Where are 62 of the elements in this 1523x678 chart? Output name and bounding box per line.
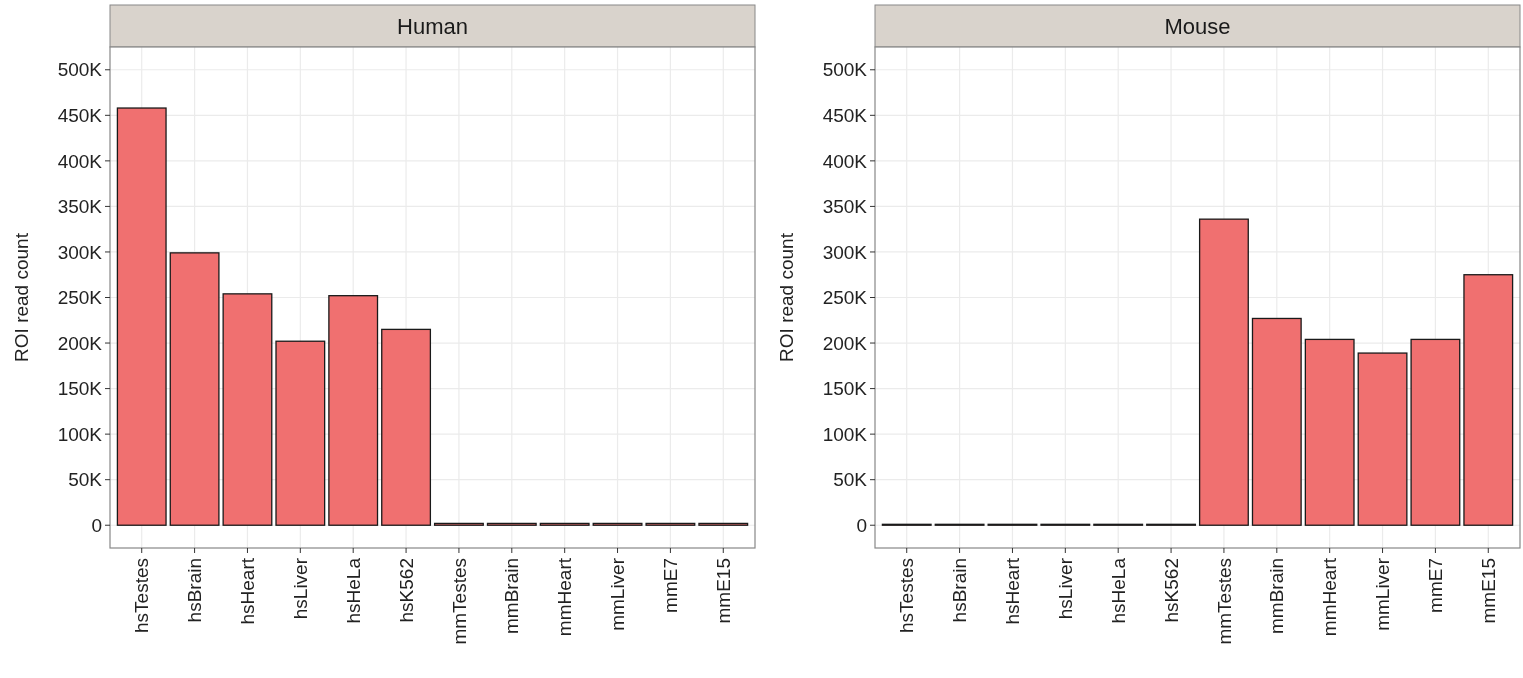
chart-title: Mouse [1164, 14, 1231, 39]
y-tick-label: 500K [57, 59, 103, 81]
y-tick-label: 0 [856, 514, 867, 536]
x-tick-label: mmHeart [554, 557, 576, 637]
y-tick-label: 300K [822, 241, 868, 263]
chart-title: Human [397, 14, 468, 39]
x-tick-label: mmTestes [1213, 558, 1235, 645]
x-tick-label: mmBrain [501, 558, 523, 635]
x-tick-label: mmBrain [1266, 558, 1288, 635]
x-tick-label: hsTestes [896, 558, 918, 633]
y-tick-label: 100K [57, 423, 103, 445]
bar [1410, 338, 1461, 526]
x-tick-label: mmE7 [1425, 558, 1447, 613]
x-tick-label: hsBrain [949, 558, 971, 623]
x-tick-label: hsHeart [1002, 557, 1024, 625]
x-tick-label: hsTestes [131, 558, 153, 633]
x-tick-label: hsHeart [237, 557, 259, 625]
y-tick-label: 150K [822, 378, 868, 400]
y-tick-label: 500K [822, 59, 868, 81]
bar [1198, 218, 1249, 526]
y-tick-label: 50K [833, 469, 868, 491]
y-tick-label: 0 [91, 514, 102, 536]
y-tick-label: 200K [57, 332, 103, 354]
x-tick-label: hsK562 [1160, 558, 1182, 623]
x-tick-label: mmHeart [1319, 557, 1341, 637]
bar [222, 293, 273, 526]
x-tick-label: hsLiver [1054, 557, 1076, 620]
y-tick-label: 100K [822, 423, 868, 445]
y-tick-label: 350K [57, 196, 103, 218]
x-tick-label: mmLiver [1372, 557, 1394, 631]
y-tick-label: 250K [57, 287, 103, 309]
bar [381, 328, 432, 526]
y-tick-label: 300K [57, 241, 103, 263]
bar [328, 295, 379, 526]
bar [116, 107, 167, 526]
x-tick-label: mmE15 [1477, 558, 1499, 624]
x-tick-label: mmLiver [607, 557, 629, 631]
y-axis-title: ROI read count [776, 232, 797, 362]
y-tick-label: 200K [822, 332, 868, 354]
x-tick-label: mmE7 [660, 558, 682, 613]
x-tick-label: hsBrain [184, 558, 206, 623]
y-tick-label: 250K [822, 287, 868, 309]
y-tick-label: 450K [57, 104, 103, 126]
bar [1357, 352, 1408, 526]
y-tick-label: 350K [822, 196, 868, 218]
x-tick-label: mmE15 [712, 558, 734, 624]
y-tick-label: 150K [57, 378, 103, 400]
y-axis-title: ROI read count [11, 232, 32, 362]
bar [275, 340, 326, 526]
y-tick-label: 400K [57, 150, 103, 172]
bar [169, 252, 220, 526]
y-tick-label: 50K [68, 469, 103, 491]
bar [1463, 274, 1514, 526]
x-tick-label: hsHeLa [1107, 557, 1129, 624]
y-tick-label: 400K [822, 150, 868, 172]
x-tick-label: hsK562 [395, 558, 417, 623]
x-tick-label: hsHeLa [342, 557, 364, 624]
bar [1304, 338, 1355, 526]
x-tick-label: mmTestes [448, 558, 470, 645]
y-tick-label: 450K [822, 104, 868, 126]
bar [1251, 317, 1302, 526]
x-tick-label: hsLiver [289, 557, 311, 620]
